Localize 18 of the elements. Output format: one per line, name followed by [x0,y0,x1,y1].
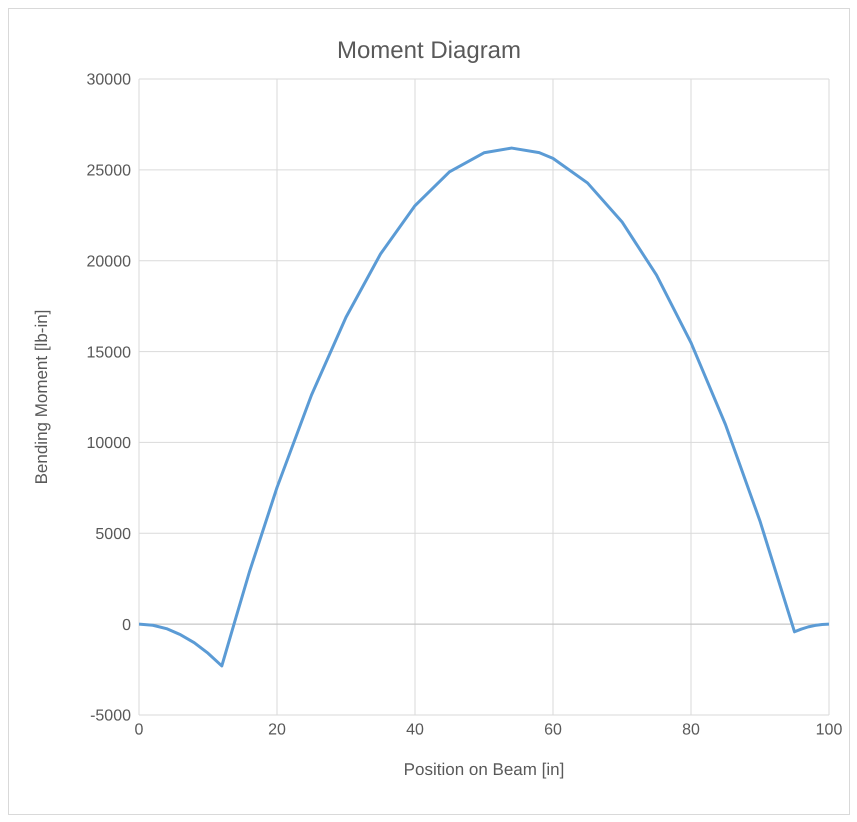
y-tick-label: 20000 [86,253,132,270]
y-tick-label: 30000 [86,72,132,89]
y-tick-label: 10000 [86,435,132,452]
chart-title: Moment Diagram [336,37,522,65]
x-tick-label: 80 [682,721,700,738]
x-tick-label: 100 [816,721,842,738]
x-tick-label: 60 [544,721,562,738]
y-tick-label: 25000 [86,162,132,180]
y-tick-label: 0 [122,616,132,634]
y-tick-label: 15000 [86,344,132,362]
line-series [139,146,829,668]
x-tick-label: 0 [134,721,144,738]
y-tick-label: -5000 [90,708,132,725]
x-axis-title: Position on Beam [in] [404,760,564,779]
y-axis-title: Bending Moment [lb-in] [32,310,52,484]
y-tick-label: 5000 [95,526,132,543]
x-tick-label: 40 [406,721,424,738]
x-tick-label: 20 [268,721,286,738]
